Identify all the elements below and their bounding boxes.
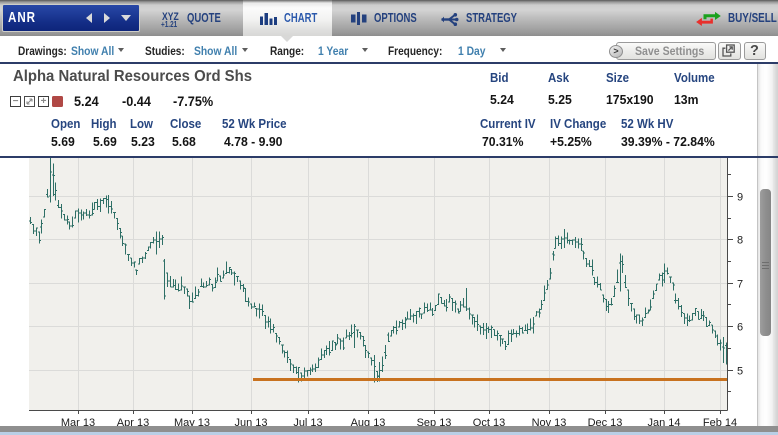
svg-text:7: 7 xyxy=(737,279,743,291)
svg-text:8: 8 xyxy=(737,235,743,247)
svg-text:5: 5 xyxy=(737,366,743,378)
svg-text:6: 6 xyxy=(737,322,743,334)
svg-text:9: 9 xyxy=(737,192,743,204)
